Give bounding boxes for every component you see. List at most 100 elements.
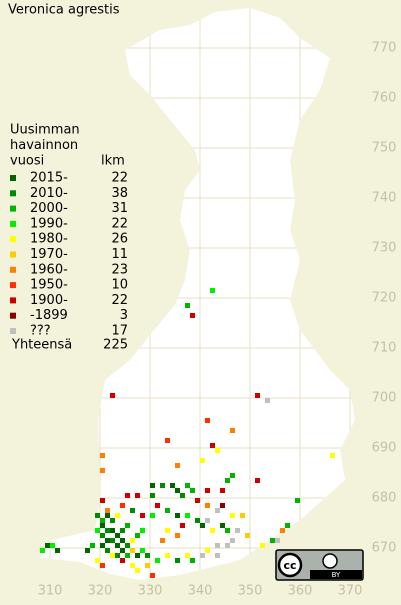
record-square: [215, 553, 220, 558]
record-square: [175, 463, 180, 468]
y-tick-label: 760: [372, 91, 397, 106]
record-square: [220, 503, 225, 508]
record-square: [100, 468, 105, 473]
record-square: [230, 428, 235, 433]
record-square: [215, 508, 220, 513]
legend-label: 1960-: [30, 262, 68, 277]
record-square: [145, 563, 150, 568]
record-square: [110, 528, 115, 533]
record-square: [130, 548, 135, 553]
record-square: [110, 518, 115, 523]
record-square: [100, 533, 105, 538]
record-square: [255, 393, 260, 398]
by-icon: [322, 553, 338, 569]
legend-swatch: [10, 312, 16, 319]
record-square: [225, 528, 230, 533]
record-square: [155, 558, 160, 563]
legend-label: 2015-: [30, 171, 68, 186]
record-square: [165, 508, 170, 513]
record-square: [205, 418, 210, 423]
record-square: [210, 528, 215, 533]
legend-label: 1990-: [30, 216, 68, 231]
legend-label: 1950-: [30, 278, 68, 293]
record-square: [105, 513, 110, 518]
legend-label: 1970-: [30, 247, 68, 262]
x-tick-label: 310: [38, 584, 63, 599]
record-square: [205, 503, 210, 508]
y-tick-label: 690: [372, 441, 397, 456]
record-square: [200, 553, 205, 558]
x-tick-label: 370: [338, 584, 363, 599]
record-square: [200, 458, 205, 463]
legend-swatch: [10, 190, 16, 197]
y-tick-label: 740: [372, 191, 397, 206]
record-square: [135, 568, 140, 573]
record-square: [260, 543, 265, 548]
legend-count: 22: [111, 171, 128, 186]
record-square: [175, 488, 180, 493]
legend-swatch: [10, 328, 16, 334]
record-square: [150, 513, 155, 518]
record-square: [180, 493, 185, 498]
record-square: [125, 493, 130, 498]
record-square: [185, 483, 190, 488]
record-square: [130, 563, 135, 568]
record-square: [135, 553, 140, 558]
record-square: [245, 533, 250, 538]
record-square: [205, 518, 210, 523]
y-tick-label: 670: [372, 541, 397, 556]
record-square: [195, 498, 200, 503]
record-square: [105, 528, 110, 533]
record-square: [105, 548, 110, 553]
record-square: [200, 523, 205, 528]
record-square: [230, 513, 235, 518]
record-square: [110, 538, 115, 543]
legend-label: ???: [30, 324, 51, 339]
squares: [40, 288, 335, 578]
record-square: [220, 523, 225, 528]
record-square: [215, 543, 220, 548]
legend-count: 23: [111, 262, 128, 277]
legend-swatch: [10, 297, 16, 304]
record-square: [195, 518, 200, 523]
record-square: [40, 548, 45, 553]
record-square: [160, 538, 165, 543]
legend-total-label: Yhteensä: [11, 338, 72, 353]
record-square: [165, 553, 170, 558]
x-tick-label: 340: [188, 584, 213, 599]
land: [40, 8, 355, 580]
record-square: [95, 528, 100, 533]
record-square: [100, 518, 105, 523]
legend-count: 22: [111, 293, 128, 308]
record-square: [220, 488, 225, 493]
record-square: [150, 573, 155, 578]
record-square: [330, 453, 335, 458]
record-square: [100, 498, 105, 503]
x-tick-label: 350: [238, 584, 263, 599]
legend-heading: Uusimman: [10, 123, 80, 138]
y-tick-label: 680: [372, 491, 397, 506]
legend-count: 26: [111, 232, 128, 247]
record-square: [170, 483, 175, 488]
record-square: [280, 528, 285, 533]
record-square: [175, 558, 180, 563]
badge-strip: [310, 570, 362, 579]
x-tick-label: 360: [288, 584, 313, 599]
record-square: [105, 538, 110, 543]
record-square: [100, 523, 105, 528]
record-square: [140, 513, 145, 518]
record-square: [115, 543, 120, 548]
legend-count: 22: [111, 216, 128, 231]
record-square: [230, 538, 235, 543]
y-tick-label: 720: [372, 291, 397, 306]
record-square: [275, 538, 280, 543]
record-square: [125, 523, 130, 528]
record-square: [210, 443, 215, 448]
record-square: [110, 393, 115, 398]
record-square: [120, 528, 125, 533]
y-tick-label: 730: [372, 241, 397, 256]
legend-swatch: [10, 266, 16, 273]
record-square: [125, 543, 130, 548]
record-square: [285, 523, 290, 528]
record-square: [265, 398, 270, 403]
